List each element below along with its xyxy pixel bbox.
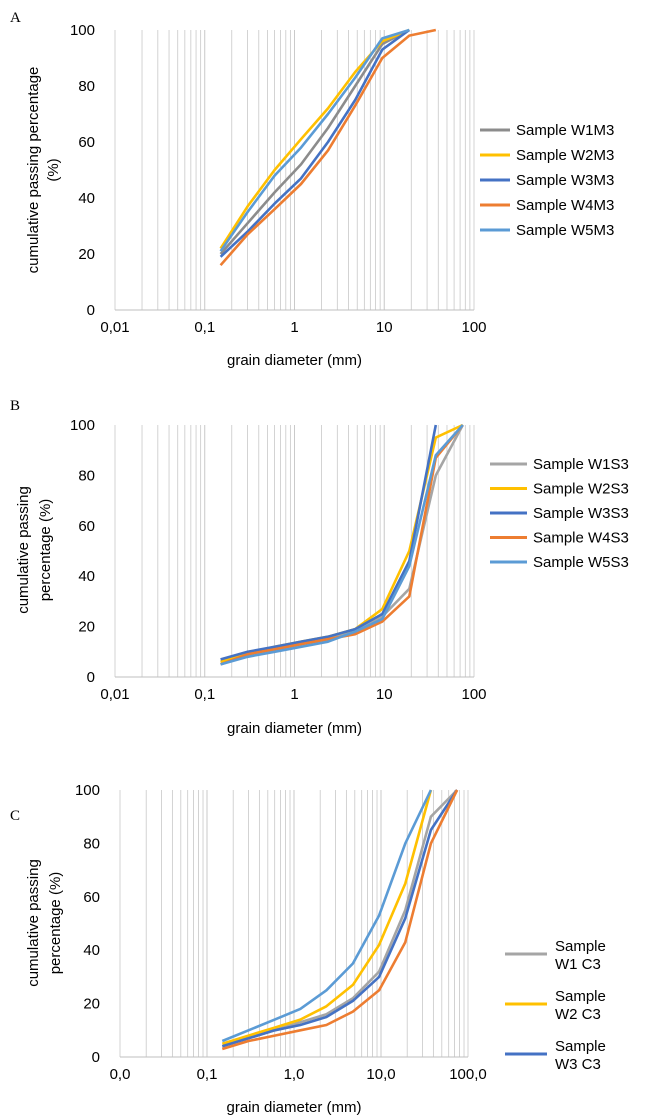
chart-panel-b: B 0,01 0,1 1 10 100 0 20 40 60 80 100 grain diameter… <box>10 398 629 737</box>
legend-label: Sample <box>555 988 606 1005</box>
legend-label: Sample W2S3 <box>533 481 629 498</box>
x-tick-label: 0,1 <box>194 686 215 703</box>
series-line-4 <box>221 789 459 1051</box>
legend-label: Sample W4M3 <box>516 197 614 214</box>
x-tick-label: 10 <box>376 319 393 336</box>
y-tick-label: 80 <box>83 835 100 852</box>
y-tick-label: 40 <box>78 568 95 585</box>
x-tick-label: 0,1 <box>197 1066 218 1083</box>
series-line-1 <box>220 424 464 664</box>
y-tick-label: 60 <box>83 889 100 906</box>
y-axis-title: percentage (%) <box>47 872 64 975</box>
series-line-5 <box>220 424 464 666</box>
series-line-4 <box>220 424 464 666</box>
series-line-2 <box>220 423 464 664</box>
legend-label: W1 C3 <box>555 956 601 973</box>
x-tick-label: 0,1 <box>194 319 215 336</box>
legend-label: Sample W1S3 <box>533 456 629 473</box>
x-tick-label: 1 <box>290 319 298 336</box>
legend-label: Sample <box>555 1038 606 1055</box>
panel-letter: A <box>10 10 21 26</box>
legend-label: Sample W4S3 <box>533 530 629 547</box>
x-tick-label: 1,0 <box>284 1066 305 1083</box>
chart-panel-a: A 0,01 0,1 1 10 100 0 20 40 60 80 100 grain diameter… <box>10 10 614 369</box>
x-tick-label: 100,0 <box>449 1066 487 1083</box>
series-line-1 <box>219 28 410 255</box>
x-tick-label: 0,0 <box>110 1066 131 1083</box>
y-tick-label: 20 <box>78 246 95 263</box>
y-tick-label: 60 <box>78 134 95 151</box>
series-line-3 <box>220 424 438 661</box>
y-tick-label: 100 <box>70 22 95 39</box>
legend-label: Sample W3M3 <box>516 172 614 189</box>
series-line-3 <box>221 789 459 1048</box>
series-line-5 <box>221 789 433 1043</box>
y-axis-title: cumulative passing <box>15 486 32 614</box>
x-axis-title: grain diameter (mm) <box>227 720 362 737</box>
panel-letter: B <box>10 398 20 414</box>
y-axis-title: percentage (%) <box>37 499 54 602</box>
series-line-3 <box>219 28 411 258</box>
y-tick-label: 20 <box>78 619 95 636</box>
x-tick-label: 10,0 <box>366 1066 395 1083</box>
x-axis-title: grain diameter (mm) <box>226 1099 361 1116</box>
series-line-4 <box>219 28 437 267</box>
y-tick-label: 0 <box>92 1049 100 1066</box>
y-tick-label: 80 <box>78 467 95 484</box>
x-tick-label: 0,01 <box>100 686 129 703</box>
legend-label: Sample <box>555 938 606 955</box>
y-tick-label: 20 <box>83 996 100 1013</box>
y-tick-label: 0 <box>87 669 95 686</box>
y-tick-label: 0 <box>87 302 95 319</box>
y-axis-title: (%) <box>45 158 62 181</box>
legend-label: Sample W5M3 <box>516 222 614 239</box>
y-tick-label: 60 <box>78 518 95 535</box>
x-tick-label: 0,01 <box>100 319 129 336</box>
legend-label: Sample W5S3 <box>533 554 629 571</box>
y-tick-label: 80 <box>78 78 95 95</box>
y-tick-label: 100 <box>75 782 100 799</box>
legend-label: Sample W3S3 <box>533 505 629 522</box>
y-axis-title: cumulative passing percentage <box>25 67 42 274</box>
panel-letter: C <box>10 808 20 824</box>
y-tick-label: 100 <box>70 417 95 434</box>
series-line-5 <box>219 28 410 252</box>
x-tick-label: 10 <box>376 686 393 703</box>
x-tick-label: 1 <box>290 686 298 703</box>
legend-label: W2 C3 <box>555 1006 601 1023</box>
legend-label: Sample W1M3 <box>516 122 614 139</box>
legend-label: Sample W2M3 <box>516 147 614 164</box>
y-tick-label: 40 <box>78 190 95 207</box>
legend-label: W3 C3 <box>555 1056 601 1073</box>
series-line-2 <box>221 789 433 1045</box>
x-axis-title: grain diameter (mm) <box>227 352 362 369</box>
chart-panel-c: C 0,0 0,1 1,0 10,0 100,0 0 20 40 60 80 100 grain dia… <box>10 782 606 1116</box>
y-tick-label: 40 <box>83 942 100 959</box>
x-tick-label: 100 <box>461 686 486 703</box>
y-axis-title: cumulative passing <box>25 859 42 987</box>
x-tick-label: 100 <box>461 319 486 336</box>
